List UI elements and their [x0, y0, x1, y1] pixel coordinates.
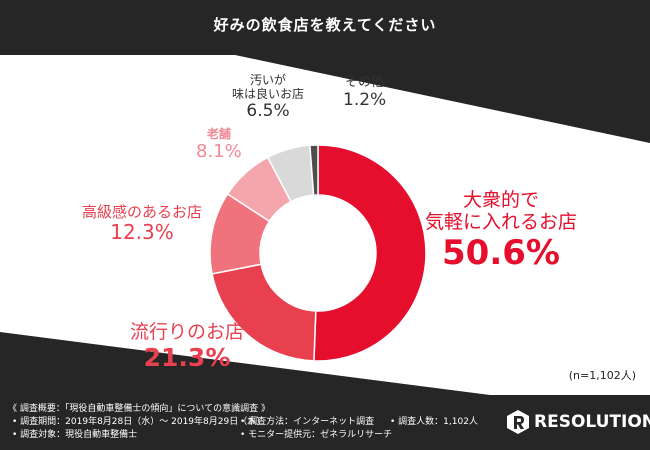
slice-name-line: 高級感のあるお店 [82, 203, 203, 221]
slice-value-label: 1.2% [343, 89, 387, 110]
survey-period: • 調査期間：2019年8月28日（水）～ 2019年8月29日（木） [12, 417, 266, 427]
survey-count: • 調査人数：1,102人 [390, 417, 478, 427]
bottom-band [0, 332, 650, 450]
survey-provider: • モニター提供元：ゼネラルリサーチ [240, 430, 393, 440]
slice-name-line: その他 [345, 75, 385, 90]
slice-name-line: 汚いが [250, 73, 287, 87]
slice-name-line: 流行りのお店 [130, 321, 245, 343]
donut-slice-5 [309, 144, 319, 196]
survey-target: • 調査対象：現役自動車整備士 [12, 430, 138, 440]
slice-name-line: 気軽に入れるお店 [425, 210, 578, 233]
slice-value-label: 6.5% [246, 100, 290, 121]
survey-overview: 《 調査概要：「現役自動車整備士の傾向」についての意識調査 》 [8, 404, 270, 414]
page-title: 好みの飲食店を教えてください [213, 16, 437, 34]
donut-chart [209, 144, 427, 362]
slice-value-label: 21.3% [143, 342, 231, 372]
slice-value-label: 50.6% [442, 232, 560, 273]
slice-value-label: 8.1% [196, 140, 242, 162]
slice-label-3: 老舗 8.1% [196, 127, 242, 162]
donut-slice-0 [313, 144, 427, 362]
slice-name-line: 味は良いお店 [232, 86, 305, 101]
slice-label-4: 汚いが 味は良いお店 6.5% [232, 73, 305, 121]
survey-method: • 調査方法：インターネット調査 [240, 417, 375, 427]
slice-label-0: 大衆的で 気軽に入れるお店 50.6% [425, 189, 578, 273]
slice-value-label: 12.3% [110, 220, 174, 245]
slice-name-line: 老舗 [206, 127, 231, 141]
sample-size-note: (n=1,102人) [568, 369, 636, 382]
brand-logo-icon [507, 410, 529, 434]
slice-name-line: 大衆的で [463, 189, 540, 211]
slice-label-2: 高級感のあるお店 12.3% [82, 203, 203, 245]
brand-logo: RESOLUTION [506, 409, 650, 435]
top-right-band [0, 55, 650, 143]
brand-name: RESOLUTION [534, 412, 650, 432]
header-band [0, 0, 650, 55]
slice-label-1: 流行りのお店 21.3% [130, 321, 245, 373]
slice-label-5: その他 1.2% [343, 75, 387, 110]
